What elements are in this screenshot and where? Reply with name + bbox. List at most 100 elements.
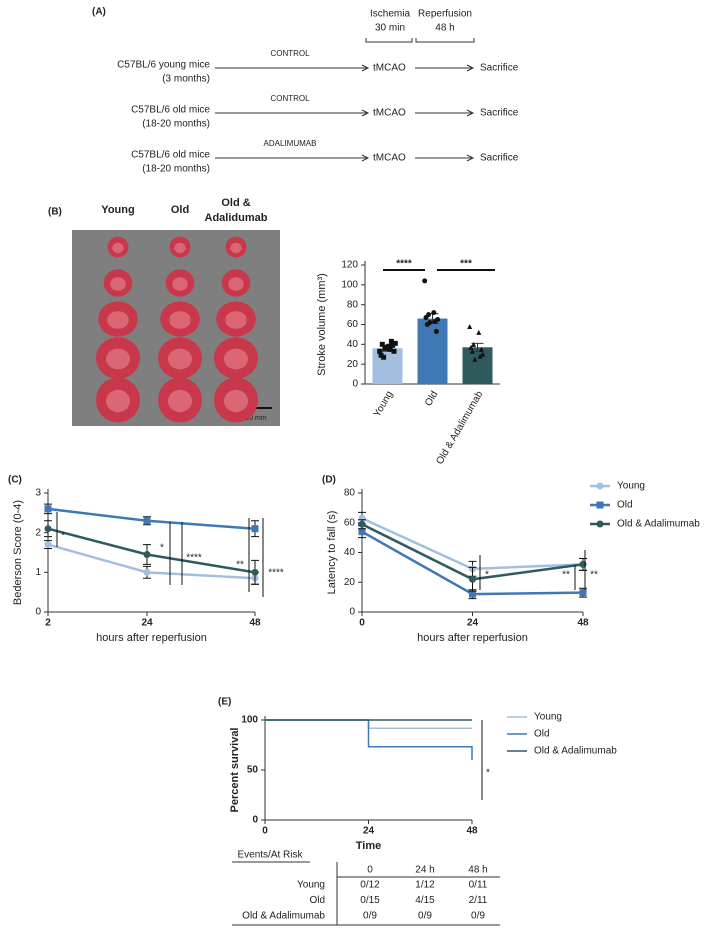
y-tick-label: 120 (341, 260, 358, 271)
marker (596, 520, 604, 528)
marker (251, 525, 259, 533)
brain-slice-inner (107, 311, 129, 329)
significance: ** (590, 570, 598, 581)
procedure: tMCAO (373, 153, 406, 164)
table-cell: 0/9 (471, 911, 485, 922)
panel-label: (C) (8, 475, 22, 486)
marker (426, 312, 432, 318)
phase-name: Reperfusion (418, 9, 472, 20)
table-header: 24 h (415, 865, 434, 876)
arrow (415, 64, 475, 72)
marker (392, 340, 398, 346)
table-cell: 0/9 (418, 911, 432, 922)
marker (468, 344, 474, 350)
x-tick-label: 24 (363, 826, 375, 837)
brain-slice-inner (110, 277, 126, 291)
legend-label: Young (534, 712, 562, 723)
legend-label: Old (617, 500, 633, 511)
y-tick-label: 0 (352, 379, 358, 390)
y-tick-label: 2 (35, 527, 41, 538)
line (47, 543, 256, 580)
brain-slice-inner (230, 242, 242, 254)
y-axis-label: Percent survival (229, 728, 241, 813)
marker (387, 346, 393, 352)
table-cell: Old (309, 895, 325, 906)
phase-name: Ischemia (370, 9, 410, 20)
marker (467, 323, 473, 329)
y-tick-label: 60 (347, 319, 359, 330)
y-tick-label: 0 (35, 607, 41, 618)
x-tick-label: 48 (577, 618, 589, 629)
marker (477, 353, 483, 359)
significance: * (486, 768, 490, 779)
phase-duration: 48 h (435, 23, 454, 34)
procedure: tMCAO (373, 63, 406, 74)
x-tick-label: Old (423, 389, 440, 408)
phase-bracket (365, 38, 475, 43)
panel-label: (E) (218, 697, 231, 708)
brain-slice-inner (106, 348, 130, 370)
y-tick-label: 60 (344, 517, 356, 528)
y-tick-label: 1 (35, 567, 41, 578)
x-tick-label: Old & Adalimumab (434, 389, 485, 467)
significance: *** (460, 259, 472, 270)
y-tick-label: 100 (341, 279, 358, 290)
column-label: Adalidumab (205, 212, 268, 224)
bar (417, 318, 448, 384)
scale-label: 10 mm (245, 415, 267, 422)
y-tick-label: 100 (241, 715, 258, 726)
x-tick-label: Young (372, 389, 396, 419)
y-axis-label: Bederson Score (0-4) (12, 500, 24, 605)
y-tick-label: 80 (344, 488, 356, 499)
marker (431, 310, 437, 316)
phase-duration: 30 min (375, 23, 405, 34)
significance: * (160, 543, 164, 554)
table-cell: 2/11 (469, 895, 488, 906)
marker (378, 352, 384, 358)
table-cell: 0/11 (469, 880, 488, 891)
x-axis-label: hours after reperfusion (417, 632, 528, 644)
marker (143, 550, 151, 558)
arrow (215, 154, 370, 162)
legend-label: Old & Adalimumab (534, 746, 617, 757)
brain-slice-inner (106, 389, 130, 413)
table-rule (232, 861, 500, 926)
marker (358, 528, 366, 536)
significance: **** (186, 553, 202, 564)
x-axis-label: hours after reperfusion (96, 632, 207, 644)
table-header: Events/At Risk (237, 850, 303, 861)
group-name: C57BL/6 old mice (131, 105, 210, 116)
marker (469, 348, 475, 354)
panel-label: (A) (92, 7, 106, 18)
marker (478, 346, 484, 352)
table-cell: 4/15 (415, 895, 435, 906)
y-axis-label: Latency to fall (s) (326, 511, 338, 595)
table-cell: 0/9 (363, 911, 377, 922)
marker (44, 505, 52, 513)
group-age: (3 months) (162, 74, 210, 85)
brain-slice-inner (112, 242, 124, 254)
brain-slice-inner (224, 348, 248, 370)
arrow (415, 154, 475, 162)
marker (433, 328, 439, 334)
table-cell: 0/15 (360, 895, 380, 906)
arrow (215, 109, 370, 117)
x-tick-label: 24 (467, 618, 479, 629)
y-tick-label: 3 (35, 488, 41, 499)
table-header: 48 h (468, 865, 487, 876)
marker (391, 348, 397, 354)
arrow (415, 109, 475, 117)
y-tick-label: 40 (344, 547, 356, 558)
treatment: CONTROL (270, 94, 310, 103)
x-axis-label: Time (356, 840, 381, 852)
legend-label: Old & Adalimumab (617, 519, 700, 530)
marker (388, 338, 394, 344)
marker (44, 525, 52, 533)
x-tick-label: 0 (359, 618, 365, 629)
y-tick-label: 40 (347, 339, 359, 350)
brain-slice-inner (224, 389, 248, 413)
marker (427, 320, 433, 326)
marker (377, 348, 383, 354)
bar (462, 347, 493, 384)
